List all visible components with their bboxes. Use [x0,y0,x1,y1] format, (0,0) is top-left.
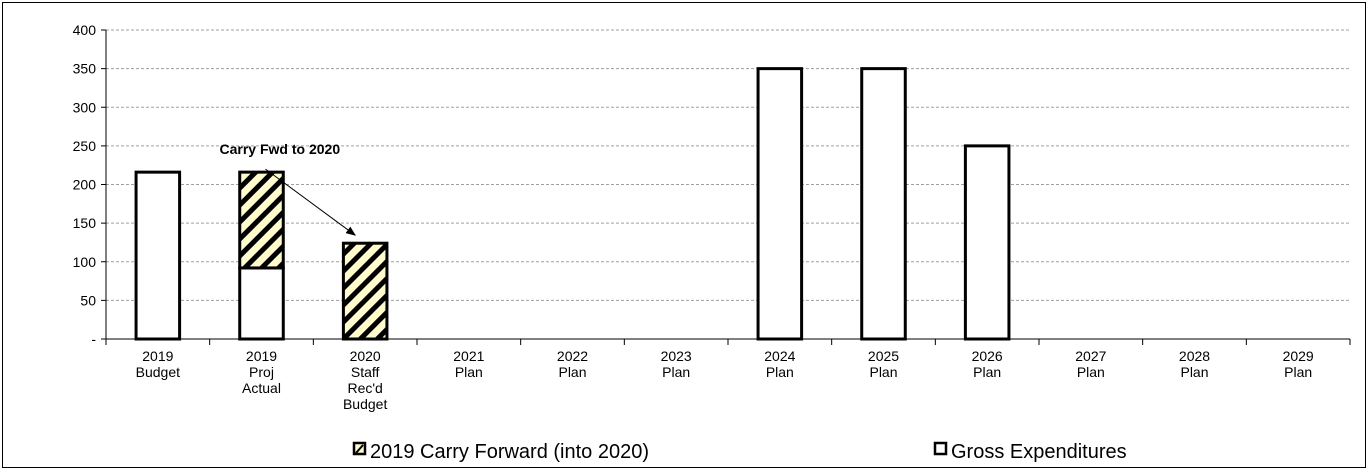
y-tick-label: 100 [73,254,97,270]
annotation-text: Carry Fwd to 2020 [220,141,341,157]
legend-swatch [933,441,948,456]
x-category-label: 2029 Plan [1283,348,1314,380]
bar-gross-expenditures [860,67,907,341]
annotation: Carry Fwd to 2020 [220,141,356,236]
legend: 2019 Carry Forward (into 2020) Gross Expe… [352,441,1127,463]
bar-2019-carry-forward-into-2020 [238,170,285,270]
bar-gross-expenditures [756,67,804,341]
legend-swatch-hatch [355,444,364,454]
x-category-label: 2027 Plan [1075,348,1106,380]
x-category-label: 2022 Plan [557,348,588,380]
bar-gross-expenditures [963,144,1011,341]
y-tick-label: 350 [73,61,97,77]
axes [101,29,1351,345]
legend-label: 2019 Carry Forward (into 2020) [370,441,649,463]
y-tick-label: 250 [73,138,97,154]
legend-label: Gross Expenditures [951,441,1127,463]
bar-gross-expenditures [238,266,285,341]
x-category-label: 2021 Plan [453,348,484,380]
annotation-arrow [265,168,356,236]
bar-gross-expenditures [134,170,182,341]
bars [134,67,1011,341]
y-tick-label: - [91,331,96,347]
grid-lines [106,29,1350,301]
x-category-label: 2019 Proj Actual [242,348,281,396]
x-category-label: 2026 Plan [972,348,1003,380]
x-category-label: 2028 Plan [1179,348,1210,380]
x-category-label: 2020 Staff Rec'd Budget [343,348,387,412]
y-tick-label: 300 [73,99,97,115]
y-tick-label: 50 [80,292,96,308]
y-tick-label: 150 [73,215,97,231]
x-category-label: 2023 Plan [661,348,692,380]
y-tick-label: 200 [73,177,97,193]
x-category-label: 2019 Budget [136,348,180,380]
labels: - 50 100 150 200 250 300 350 400 2019 Budget 2019 Pr… [73,22,1314,412]
x-category-label: 2024 Plan [764,348,795,380]
x-category-label: 2025 Plan [868,348,899,380]
bar-2019-carry-forward-into-2020 [341,241,389,341]
y-tick-label: 400 [73,22,97,38]
